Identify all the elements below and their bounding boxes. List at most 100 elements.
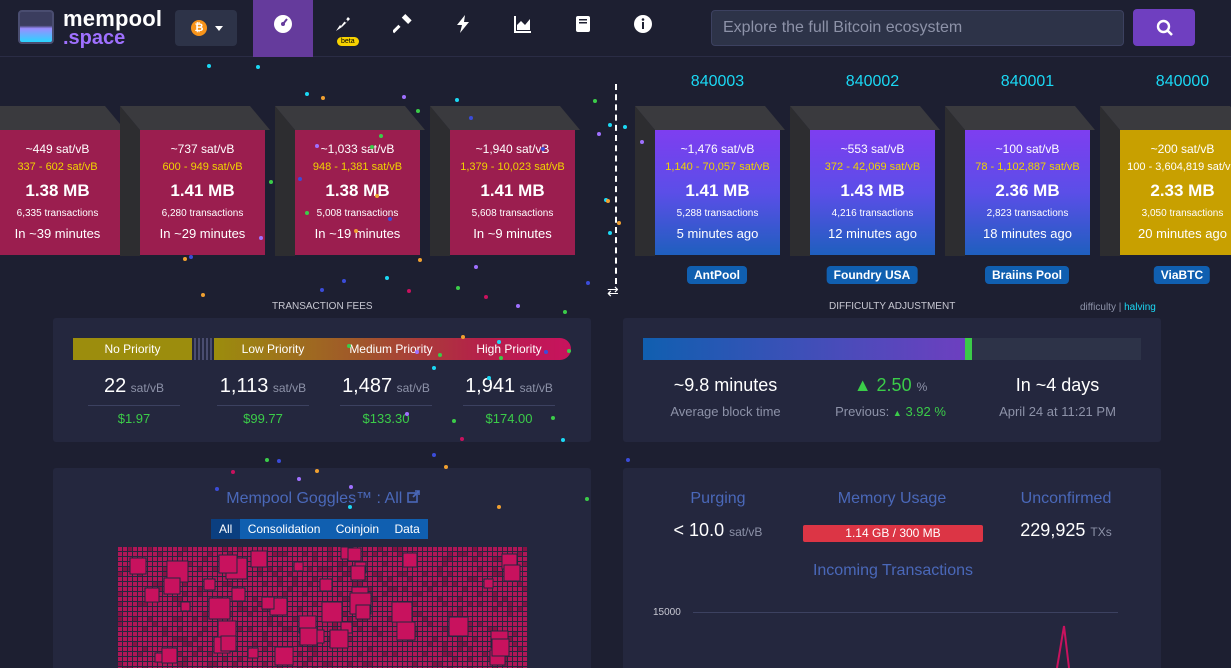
tx-square[interactable] [273,557,277,561]
tx-square[interactable] [508,647,512,651]
tx-square[interactable] [143,617,147,621]
difficulty-link[interactable]: difficulty [1080,302,1116,313]
tx-square[interactable] [468,557,472,561]
tx-square[interactable] [258,622,262,626]
tx-square[interactable] [273,552,277,556]
tx-square[interactable] [303,572,307,576]
tx-square[interactable] [523,652,527,656]
tx-square[interactable] [153,547,157,551]
tx-square[interactable] [373,582,377,586]
tx-square[interactable] [443,552,447,556]
tx-square[interactable] [393,597,397,601]
tx-square[interactable] [463,612,467,616]
tx-square[interactable] [163,562,167,566]
tx-square[interactable] [403,597,407,601]
tx-square[interactable] [393,552,397,556]
mempool-logo[interactable]: mempool .space [18,6,163,49]
tx-square[interactable] [213,627,217,631]
tx-square[interactable] [350,565,366,581]
tx-square[interactable] [343,617,347,621]
tx-square[interactable] [478,622,482,626]
tx-square[interactable] [383,592,387,596]
tx-square[interactable] [523,592,527,596]
tx-square[interactable] [428,582,432,586]
tx-square[interactable] [418,562,422,566]
tx-square[interactable] [123,597,127,601]
tx-square[interactable] [248,602,252,606]
tx-square[interactable] [438,547,442,551]
tx-square[interactable] [398,582,402,586]
tx-square[interactable] [468,582,472,586]
tx-square[interactable] [318,597,322,601]
tx-square[interactable] [468,652,472,656]
tx-square[interactable] [483,657,487,661]
tx-square[interactable] [373,572,377,576]
tx-square[interactable] [248,572,252,576]
tx-square[interactable] [373,587,377,591]
tx-square[interactable] [203,567,207,571]
tx-square[interactable] [133,657,137,661]
tx-square[interactable] [313,567,317,571]
tx-square[interactable] [128,577,132,581]
tx-square[interactable] [418,652,422,656]
tx-square[interactable] [403,647,407,651]
tx-square[interactable] [463,637,467,641]
tx-square[interactable] [343,597,347,601]
tx-square[interactable] [323,592,327,596]
tx-square[interactable] [218,547,222,551]
tx-square[interactable] [268,567,272,571]
tx-square[interactable] [208,557,212,561]
tx-square[interactable] [453,577,457,581]
tx-square[interactable] [198,622,202,626]
tx-square[interactable] [383,637,387,641]
tx-square[interactable] [313,557,317,561]
tx-square[interactable] [508,592,512,596]
tx-square[interactable] [438,587,442,591]
tx-square[interactable] [208,552,212,556]
pending-block[interactable]: ~1,033 sat/vB 948 - 1,381 sat/vB 1.38 MB 5,… [275,106,425,256]
tx-square[interactable] [288,617,292,621]
tx-square[interactable] [348,647,352,651]
tx-square[interactable] [273,632,277,636]
tx-square[interactable] [453,557,457,561]
tx-square[interactable] [303,562,307,566]
tx-square[interactable] [378,582,382,586]
tx-square[interactable] [273,622,277,626]
tx-square[interactable] [263,582,267,586]
tx-square[interactable] [343,572,347,576]
tx-square[interactable] [513,587,517,591]
tx-square[interactable] [143,552,147,556]
tx-square[interactable] [193,567,197,571]
tx-square[interactable] [118,632,122,636]
tx-square[interactable] [213,572,217,576]
tx-square[interactable] [288,557,292,561]
tx-square[interactable] [253,582,257,586]
tx-square[interactable] [293,572,297,576]
pending-block[interactable]: ~449 sat/vB 337 - 602 sat/vB 1.38 MB 6,335 … [0,106,125,256]
tx-square[interactable] [183,627,187,631]
tx-square[interactable] [148,582,152,586]
tx-square[interactable] [138,637,142,641]
tx-square[interactable] [293,662,297,666]
tx-square[interactable] [148,612,152,616]
tx-square[interactable] [243,582,247,586]
tx-square[interactable] [163,597,167,601]
tx-square[interactable] [348,582,352,586]
tx-square[interactable] [123,592,127,596]
tx-square[interactable] [138,587,142,591]
tx-square[interactable] [408,572,412,576]
tx-square[interactable] [478,557,482,561]
tx-square[interactable] [443,647,447,651]
tx-square[interactable] [438,662,442,666]
tx-square[interactable] [453,637,457,641]
tx-square[interactable] [443,562,447,566]
tx-square[interactable] [453,642,457,646]
tx-square[interactable] [448,572,452,576]
tx-square[interactable] [443,557,447,561]
tx-square[interactable] [283,637,287,641]
tx-square[interactable] [523,642,527,646]
tx-square[interactable] [383,632,387,636]
tx-square[interactable] [173,637,177,641]
tx-square[interactable] [348,642,352,646]
tx-square[interactable] [288,572,292,576]
